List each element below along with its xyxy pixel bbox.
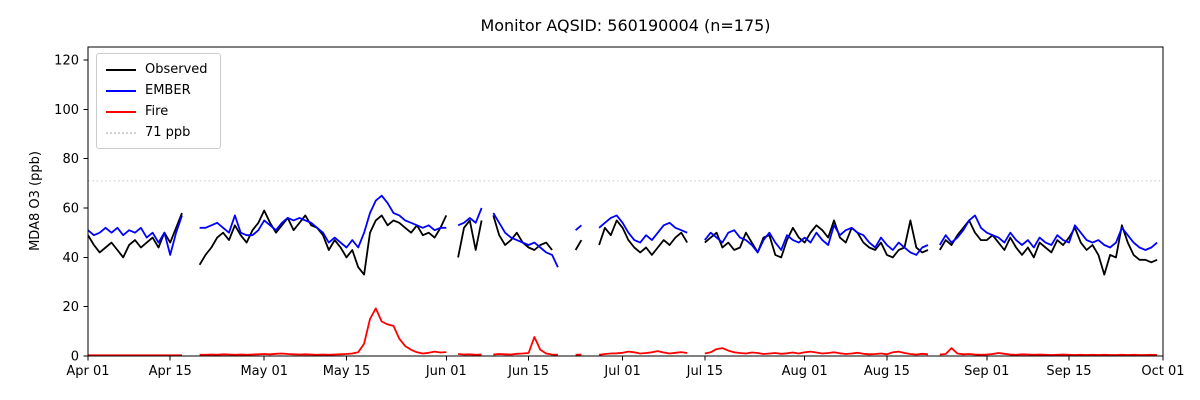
y-tick-label: 20	[62, 300, 79, 315]
x-tick-label: Oct 01	[1141, 364, 1184, 379]
x-tick-label: Apr 15	[149, 364, 192, 379]
x-tick-label: Jun 15	[507, 364, 549, 379]
y-tick-label: 40	[62, 251, 79, 266]
y-axis: 0 20 40 60 80 100 120	[54, 54, 88, 365]
legend-label: EMBER	[145, 83, 191, 98]
legend-item-fire: Fire	[106, 101, 208, 122]
y-tick-label: 120	[54, 54, 79, 69]
x-tick-label: Sep 15	[1046, 364, 1091, 379]
y-axis-label: MDA8 O3 (ppb)	[28, 151, 43, 251]
x-tick-label: Jul 01	[603, 364, 640, 379]
legend-item-observed: Observed	[106, 59, 208, 80]
legend-label: Fire	[145, 104, 169, 119]
x-tick-label: Aug 01	[782, 364, 828, 379]
y-tick-label: 60	[62, 202, 79, 217]
x-tick-label: Aug 15	[864, 364, 910, 379]
series-observed-line	[87, 209, 1158, 276]
x-tick-label: Jun 01	[425, 364, 467, 379]
legend-line-swatch	[106, 110, 136, 113]
legend-line-swatch	[106, 131, 136, 134]
chart-title: Monitor AQSID: 560190004 (n=175)	[480, 16, 771, 35]
x-tick-label: Sep 01	[964, 364, 1009, 379]
series-fire-line	[88, 307, 1158, 357]
x-tick-label: May 01	[240, 364, 288, 379]
x-tick-label: Apr 01	[66, 364, 109, 379]
legend-item-ember: EMBER	[106, 80, 208, 101]
legend-label: 71 ppb	[145, 125, 191, 140]
legend-line-swatch	[106, 89, 136, 92]
x-tick-label: Jul 15	[686, 364, 723, 379]
y-tick-label: 100	[54, 103, 79, 118]
plot-border	[87, 46, 1164, 357]
x-tick-label: May 15	[323, 364, 371, 379]
legend-item-71-ppb: 71 ppb	[106, 122, 208, 143]
x-axis: Apr 01 Apr 15 May 01 May 15 Jun 01 Jun 15 Jul …	[66, 356, 1185, 379]
legend: Observed EMBER Fire 71 ppb	[96, 53, 221, 149]
legend-label: Observed	[145, 62, 208, 77]
y-tick-label: 0	[71, 350, 79, 365]
series-ember-line	[87, 194, 1158, 268]
legend-line-swatch	[106, 68, 136, 71]
y-tick-label: 80	[62, 152, 79, 167]
